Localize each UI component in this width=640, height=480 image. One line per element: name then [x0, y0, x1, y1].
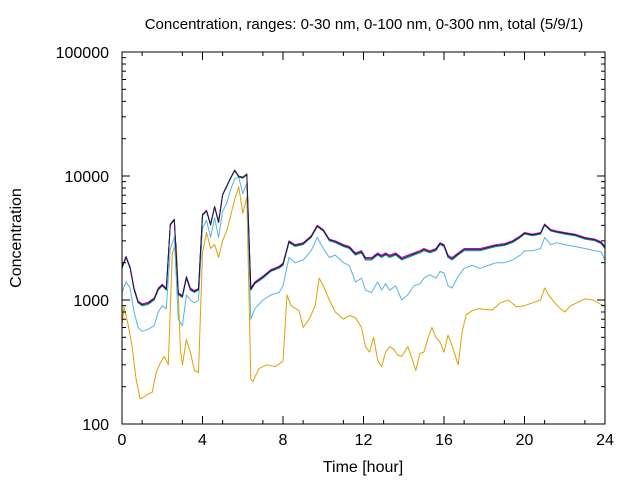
x-tick-label: 12 [355, 432, 373, 449]
y-tick-label: 100000 [56, 45, 109, 62]
x-tick-label: 16 [435, 432, 453, 449]
plot-frame [121, 51, 606, 425]
y-tick-label: 1000 [73, 293, 109, 310]
x-tick-label: 0 [118, 432, 127, 449]
series-1-line [121, 186, 606, 400]
x-tick-label: 4 [198, 432, 207, 449]
x-axis-label: Time [hour] [323, 459, 403, 476]
chart-title: Concentration, ranges: 0-30 nm, 0-100 nm… [145, 16, 584, 33]
series-5-line [121, 169, 606, 306]
series-2-line [121, 176, 606, 332]
x-tick-label: 20 [516, 432, 534, 449]
y-tick-label: 10000 [65, 169, 110, 186]
y-axis-label: Concentration [8, 188, 25, 288]
axes-layer: 0 4 8 12 16 20 24 100 1000 10000 100000 [56, 45, 614, 449]
x-tick-label: 24 [596, 432, 614, 449]
y-tick-label: 100 [82, 417, 109, 434]
series-layer [121, 169, 606, 400]
x-tick-label: 8 [279, 432, 288, 449]
